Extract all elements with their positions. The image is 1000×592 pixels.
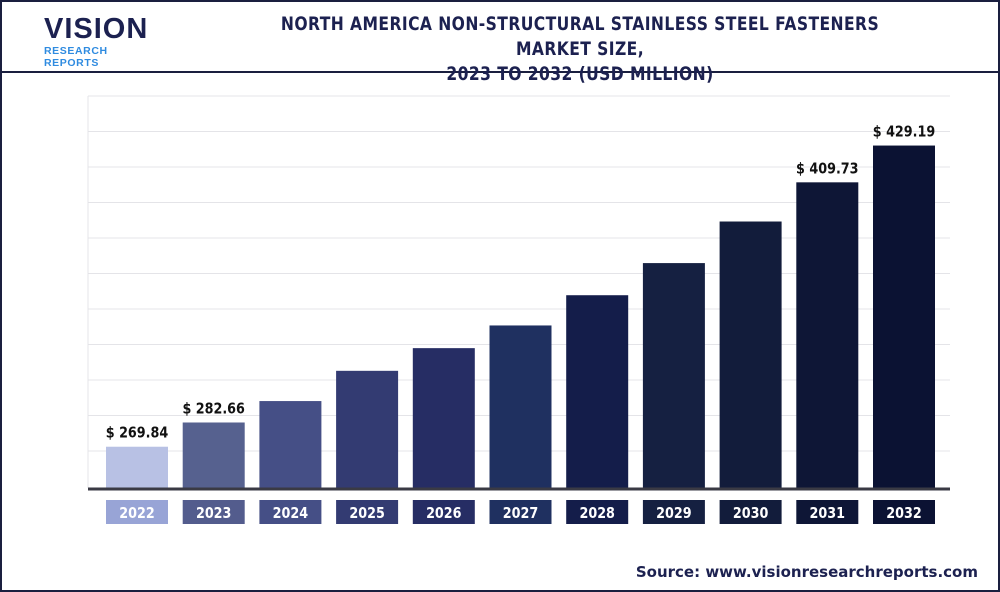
bar-2026 <box>412 348 475 488</box>
bar-2024 <box>259 401 322 488</box>
logo-subtext: RESEARCH REPORTS <box>44 45 108 69</box>
year-label-box-2029 <box>642 500 705 524</box>
year-label-box-2031 <box>796 500 859 524</box>
year-label-box-2027 <box>489 500 552 524</box>
x-tick-label-2025: 2025 <box>349 505 384 522</box>
x-tick-label-2023: 2023 <box>196 505 231 522</box>
bar-2023 <box>182 422 245 488</box>
x-tick-label-2030: 2030 <box>733 505 769 522</box>
x-tick-label-2024: 2024 <box>273 505 309 522</box>
x-tick-label-2022: 2022 <box>119 505 154 522</box>
logo: VISION RESEARCH REPORTS <box>44 13 164 69</box>
bar-2025 <box>336 370 399 488</box>
year-label-box-2022 <box>106 500 168 524</box>
data-label-2031: $ 409.73 <box>796 160 858 177</box>
x-tick-label-2027: 2027 <box>503 505 538 522</box>
title-line-1: NORTH AMERICA NON-STRUCTURAL STAINLESS S… <box>280 13 880 60</box>
chart-title: NORTH AMERICA NON-STRUCTURAL STAINLESS S… <box>252 12 908 87</box>
bar-2032 <box>873 145 935 488</box>
x-tick-label-2032: 2032 <box>886 505 921 522</box>
year-label-box-2025 <box>336 500 399 524</box>
year-label-box-2030 <box>719 500 782 524</box>
title-line-2: 2023 TO 2032 (USD MILLION) <box>446 63 714 85</box>
bar-2030 <box>719 221 782 488</box>
data-label-2032: $ 429.19 <box>873 124 935 141</box>
header-divider <box>0 71 1000 73</box>
bar-2029 <box>642 263 705 488</box>
x-tick-label-2031: 2031 <box>810 505 845 522</box>
data-label-2022: $ 269.84 <box>106 425 169 442</box>
year-label-box-2024 <box>259 500 322 524</box>
bar-2031 <box>796 182 859 488</box>
logo-text: VISION <box>44 13 149 45</box>
x-tick-label-2029: 2029 <box>656 505 691 522</box>
x-tick-label-2026: 2026 <box>426 505 461 522</box>
source-text: Source: www.visionresearchreports.com <box>635 563 978 581</box>
year-label-box-2032 <box>873 500 935 524</box>
bar-2027 <box>489 325 552 488</box>
year-label-box-2023 <box>182 500 245 524</box>
data-label-2023: $ 282.66 <box>182 401 244 418</box>
bar-2028 <box>566 295 629 488</box>
x-tick-label-2028: 2028 <box>579 505 614 522</box>
year-label-box-2028 <box>566 500 629 524</box>
year-label-box-2026 <box>412 500 475 524</box>
bar-2022 <box>106 446 168 488</box>
